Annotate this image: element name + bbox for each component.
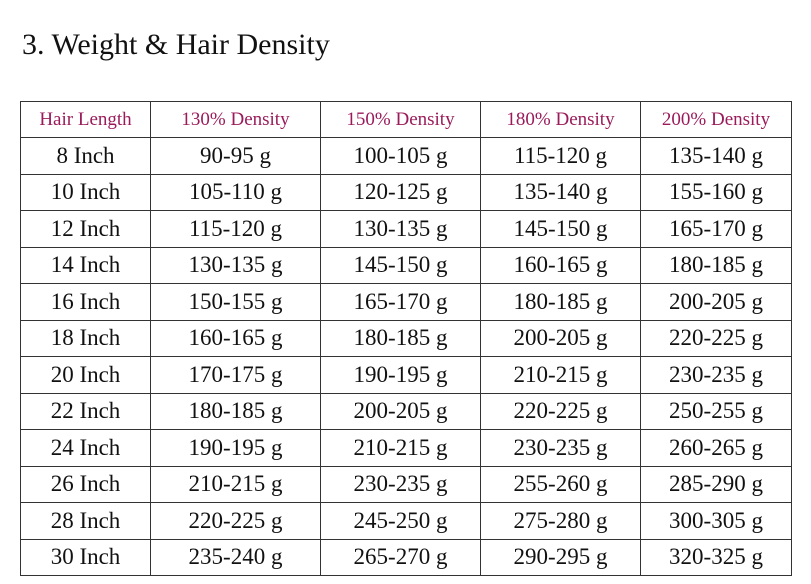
weight-cell: 90-95 g xyxy=(150,137,321,175)
weight-cell: 180-185 g xyxy=(640,246,792,284)
length-cell: 22 Inch xyxy=(20,392,151,430)
weight-cell: 115-120 g xyxy=(480,137,641,175)
weight-cell: 190-195 g xyxy=(150,429,321,467)
weight-cell: 255-260 g xyxy=(480,465,641,503)
weight-cell: 135-140 g xyxy=(640,137,792,175)
table-row: 22 Inch 180-185 g 200-205 g 220-225 g 250-25… xyxy=(20,392,792,430)
length-cell: 20 Inch xyxy=(20,356,151,394)
table-row: 24 Inch 190-195 g 210-215 g 230-235 g 260-26… xyxy=(20,429,792,467)
weight-cell: 210-215 g xyxy=(150,465,321,503)
table-row: 28 Inch 220-225 g 245-250 g 275-280 g 300-30… xyxy=(20,502,792,540)
table-row: 20 Inch 170-175 g 190-195 g 210-215 g 230-23… xyxy=(20,356,792,394)
length-cell: 24 Inch xyxy=(20,429,151,467)
weight-cell: 220-225 g xyxy=(150,502,321,540)
weight-cell: 180-185 g xyxy=(150,392,321,430)
weight-cell: 260-265 g xyxy=(640,429,792,467)
weight-cell: 230-235 g xyxy=(640,356,792,394)
weight-cell: 170-175 g xyxy=(150,356,321,394)
weight-cell: 180-185 g xyxy=(320,319,481,357)
weight-cell: 145-150 g xyxy=(480,210,641,248)
title: 3. Weight & Hair Density xyxy=(22,28,330,61)
column-header: 200% Density xyxy=(640,101,792,138)
table-row: 26 Inch 210-215 g 230-235 g 255-260 g 285-29… xyxy=(20,465,792,503)
table-row: 8 Inch 90-95 g 100-105 g 115-120 g 135-140 g xyxy=(20,137,792,175)
density-table: Hair Length 130% Density 150% Density 180% … xyxy=(20,101,792,576)
length-cell: 12 Inch xyxy=(20,210,151,248)
weight-cell: 100-105 g xyxy=(320,137,481,175)
weight-cell: 220-225 g xyxy=(480,392,641,430)
length-cell: 26 Inch xyxy=(20,465,151,503)
weight-cell: 165-170 g xyxy=(320,283,481,321)
weight-cell: 285-290 g xyxy=(640,465,792,503)
length-cell: 10 Inch xyxy=(20,173,151,211)
weight-cell: 105-110 g xyxy=(150,173,321,211)
table-row: 12 Inch 115-120 g 130-135 g 145-150 g 165-17… xyxy=(20,210,792,248)
length-cell: 8 Inch xyxy=(20,137,151,175)
weight-cell: 130-135 g xyxy=(320,210,481,248)
length-cell: 28 Inch xyxy=(20,502,151,540)
weight-cell: 300-305 g xyxy=(640,502,792,540)
weight-cell: 250-255 g xyxy=(640,392,792,430)
weight-cell: 155-160 g xyxy=(640,173,792,211)
weight-cell: 180-185 g xyxy=(480,283,641,321)
weight-cell: 230-235 g xyxy=(320,465,481,503)
weight-cell: 245-250 g xyxy=(320,502,481,540)
weight-cell: 210-215 g xyxy=(480,356,641,394)
column-header: 180% Density xyxy=(480,101,641,138)
length-cell: 18 Inch xyxy=(20,319,151,357)
table-body: 8 Inch 90-95 g 100-105 g 115-120 g 135-140 g… xyxy=(20,137,792,576)
table-row: 14 Inch 130-135 g 145-150 g 160-165 g 180-18… xyxy=(20,246,792,284)
weight-cell: 200-205 g xyxy=(320,392,481,430)
weight-cell: 220-225 g xyxy=(640,319,792,357)
weight-cell: 190-195 g xyxy=(320,356,481,394)
column-header: Hair Length xyxy=(20,101,151,138)
column-header: 150% Density xyxy=(320,101,481,138)
weight-cell: 135-140 g xyxy=(480,173,641,211)
weight-cell: 230-235 g xyxy=(480,429,641,467)
table-row: 16 Inch 150-155 g 165-170 g 180-185 g 200-20… xyxy=(20,283,792,321)
weight-cell: 160-165 g xyxy=(150,319,321,357)
weight-cell: 320-325 g xyxy=(640,538,792,576)
column-header: 130% Density xyxy=(150,101,321,138)
table-row: 18 Inch 160-165 g 180-185 g 200-205 g 220-22… xyxy=(20,319,792,357)
weight-cell: 235-240 g xyxy=(150,538,321,576)
weight-cell: 275-280 g xyxy=(480,502,641,540)
length-cell: 14 Inch xyxy=(20,246,151,284)
weight-cell: 210-215 g xyxy=(320,429,481,467)
header-row: Hair Length 130% Density 150% Density 180% … xyxy=(20,101,792,138)
weight-cell: 160-165 g xyxy=(480,246,641,284)
weight-cell: 290-295 g xyxy=(480,538,641,576)
weight-cell: 115-120 g xyxy=(150,210,321,248)
weight-cell: 200-205 g xyxy=(640,283,792,321)
weight-cell: 265-270 g xyxy=(320,538,481,576)
table-row: 10 Inch 105-110 g 120-125 g 135-140 g 155-16… xyxy=(20,173,792,211)
table-head: Hair Length 130% Density 150% Density 180% … xyxy=(20,101,792,138)
weight-cell: 130-135 g xyxy=(150,246,321,284)
weight-cell: 120-125 g xyxy=(320,173,481,211)
length-cell: 30 Inch xyxy=(20,538,151,576)
weight-cell: 200-205 g xyxy=(480,319,641,357)
weight-cell: 150-155 g xyxy=(150,283,321,321)
weight-cell: 145-150 g xyxy=(320,246,481,284)
weight-cell: 165-170 g xyxy=(640,210,792,248)
table-row: 30 Inch 235-240 g 265-270 g 290-295 g 320-32… xyxy=(20,538,792,576)
length-cell: 16 Inch xyxy=(20,283,151,321)
